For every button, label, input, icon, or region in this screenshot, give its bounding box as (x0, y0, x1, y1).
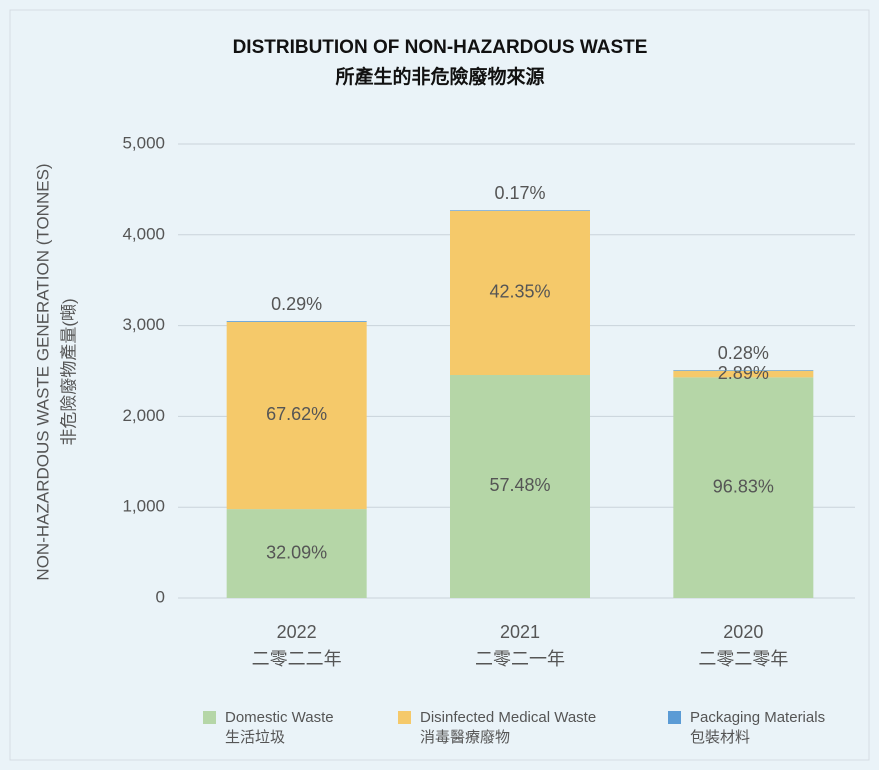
x-tick-label: 2022 (277, 622, 317, 642)
x-tick-label: 2021 (500, 622, 540, 642)
legend-label-zh: 消毒醫療廢物 (420, 728, 510, 746)
legend-swatch (398, 711, 411, 724)
chart-subtitle: 所產生的非危險廢物來源 (335, 65, 544, 88)
legend-swatch (668, 711, 681, 724)
y-tick-label: 1,000 (122, 497, 165, 516)
data-label: 67.62% (266, 404, 327, 424)
data-label: 2.89% (718, 363, 769, 383)
chart: DISTRIBUTION OF NON-HAZARDOUS WASTE 所產生的… (0, 0, 879, 770)
data-label: 96.83% (713, 476, 774, 496)
legend-label-zh: 生活垃圾 (225, 729, 285, 746)
x-tick-sublabel: 二零二一年 (475, 649, 565, 669)
data-label: 0.17% (494, 183, 545, 203)
data-label: 57.48% (489, 475, 550, 495)
legend-swatch (203, 711, 216, 724)
data-label: 32.09% (266, 542, 327, 562)
y-axis-label: NON-HAZARDOUS WASTE GENERATION (TONNES) (33, 163, 52, 580)
data-label: 42.35% (489, 282, 550, 302)
legend-label-zh: 包裝材料 (690, 729, 750, 746)
chart-title: DISTRIBUTION OF NON-HAZARDOUS WASTE (233, 37, 648, 58)
legend-label: Packaging Materials (690, 709, 825, 726)
data-label: 0.28% (718, 343, 769, 363)
x-tick-sublabel: 二零二零年 (698, 649, 788, 669)
bar-segment (673, 370, 813, 371)
bar-segment (227, 321, 367, 322)
x-tick-label: 2020 (723, 622, 763, 642)
y-tick-label: 0 (156, 587, 165, 606)
y-axis-label-zh: 非危險廢物產量(噸) (59, 298, 78, 445)
y-tick-label: 4,000 (122, 224, 165, 243)
y-tick-label: 5,000 (122, 133, 165, 152)
legend-label: Domestic Waste (225, 709, 334, 726)
y-tick-label: 2,000 (122, 406, 165, 425)
legend-label: Disinfected Medical Waste (420, 709, 596, 726)
x-tick-sublabel: 二零二二年 (252, 649, 342, 669)
bar-segment (450, 210, 590, 211)
data-label: 0.29% (271, 294, 322, 314)
y-tick-label: 3,000 (122, 315, 165, 334)
